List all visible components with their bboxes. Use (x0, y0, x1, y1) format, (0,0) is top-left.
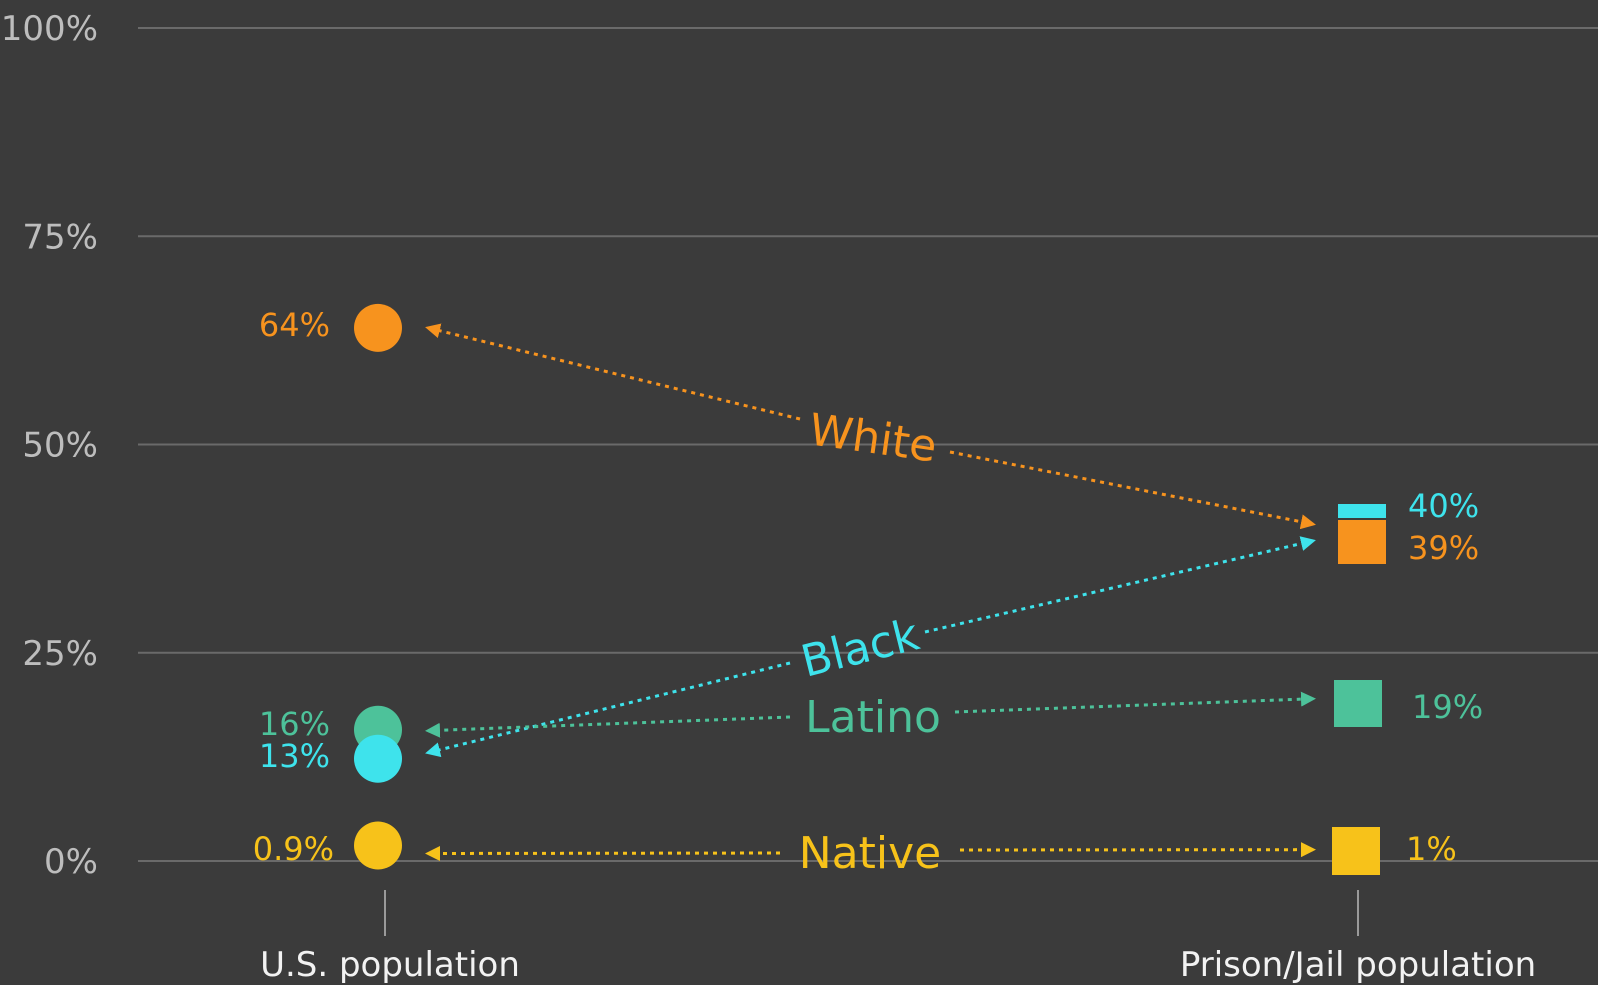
arrow-black-left (425, 661, 791, 758)
value-label-native-prison: 1% (1406, 830, 1457, 868)
y-tick-label: 50% (22, 426, 98, 466)
arrow-white-right (949, 450, 1316, 530)
value-label-white-us: 64% (259, 306, 330, 344)
arrow-latino-right (954, 691, 1316, 714)
value-label-latino-us: 16% (259, 705, 330, 743)
value-label-native-us: 0.9% (253, 830, 334, 868)
arrow-latino-left (425, 715, 791, 738)
y-tick-label: 75% (22, 217, 98, 257)
y-tick-label: 25% (22, 634, 98, 674)
y-tick-label: 0% (44, 842, 98, 882)
y-tick-label: 100% (1, 9, 98, 49)
point-black-us (354, 734, 402, 783)
arrow-black-right (924, 536, 1316, 634)
value-label-latino-prison: 19% (1412, 688, 1483, 726)
point-black-prison (1338, 504, 1386, 518)
point-latino-prison (1334, 680, 1382, 727)
x-category-label: Prison/Jail population (1180, 945, 1536, 985)
series-label-white: White (806, 404, 940, 472)
x-category-label: U.S. population (260, 945, 520, 985)
point-white-prison (1338, 520, 1386, 564)
point-native-us (354, 821, 402, 870)
point-white-us (354, 303, 402, 352)
arrow-native-left (425, 845, 781, 861)
series-label-latino: Latino (805, 692, 941, 743)
value-label-black-prison: 40% (1408, 487, 1479, 525)
series-label-native: Native (799, 828, 941, 879)
value-label-black-us: 13% (259, 737, 330, 775)
point-native-prison (1332, 827, 1380, 875)
value-label-white-prison: 39% (1408, 529, 1479, 567)
series-label-black: Black (796, 609, 924, 687)
arrow-white-left (425, 323, 801, 421)
